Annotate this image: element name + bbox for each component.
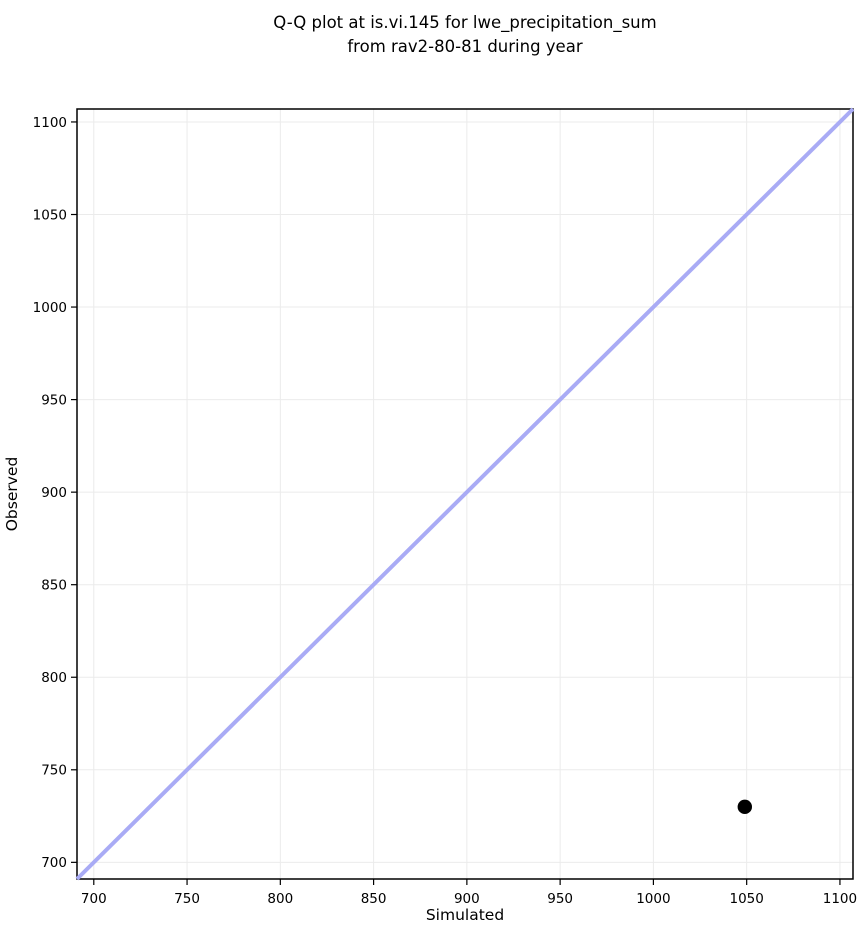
x-tick-label: 950 — [547, 891, 573, 907]
y-axis-label: Observed — [3, 457, 21, 532]
y-tick-label: 1000 — [33, 300, 67, 316]
x-tick-label: 700 — [81, 891, 107, 907]
y-tick-label: 750 — [41, 763, 67, 779]
x-tick-label: 900 — [454, 891, 480, 907]
chart-title-line2: from rav2-80-81 during year — [347, 37, 582, 56]
y-tick-label: 800 — [41, 670, 67, 686]
y-tick-label: 1050 — [33, 207, 67, 223]
plot-area: 700 750 800 850 900 950 1000 1050 1100 700 750 800 8… — [33, 107, 857, 907]
plot-border — [76, 108, 854, 880]
identity-line — [75, 107, 855, 881]
y-tick-label: 850 — [41, 577, 67, 593]
data-point — [737, 799, 753, 815]
x-tick-label: 1050 — [729, 891, 763, 907]
x-tick-label: 1100 — [823, 891, 857, 907]
x-tick-label: 750 — [174, 891, 200, 907]
x-tick-label: 800 — [267, 891, 293, 907]
chart-title-line1: Q-Q plot at is.vi.145 for lwe_precipitat… — [273, 13, 656, 33]
y-tick-label: 900 — [41, 485, 67, 501]
y-tick-label: 950 — [41, 392, 67, 408]
x-tick-label: 1000 — [636, 891, 670, 907]
x-axis-label: Simulated — [426, 906, 504, 924]
y-tick-label: 1100 — [33, 115, 67, 131]
y-tick-label: 700 — [41, 855, 67, 871]
x-tick-label: 850 — [361, 891, 387, 907]
